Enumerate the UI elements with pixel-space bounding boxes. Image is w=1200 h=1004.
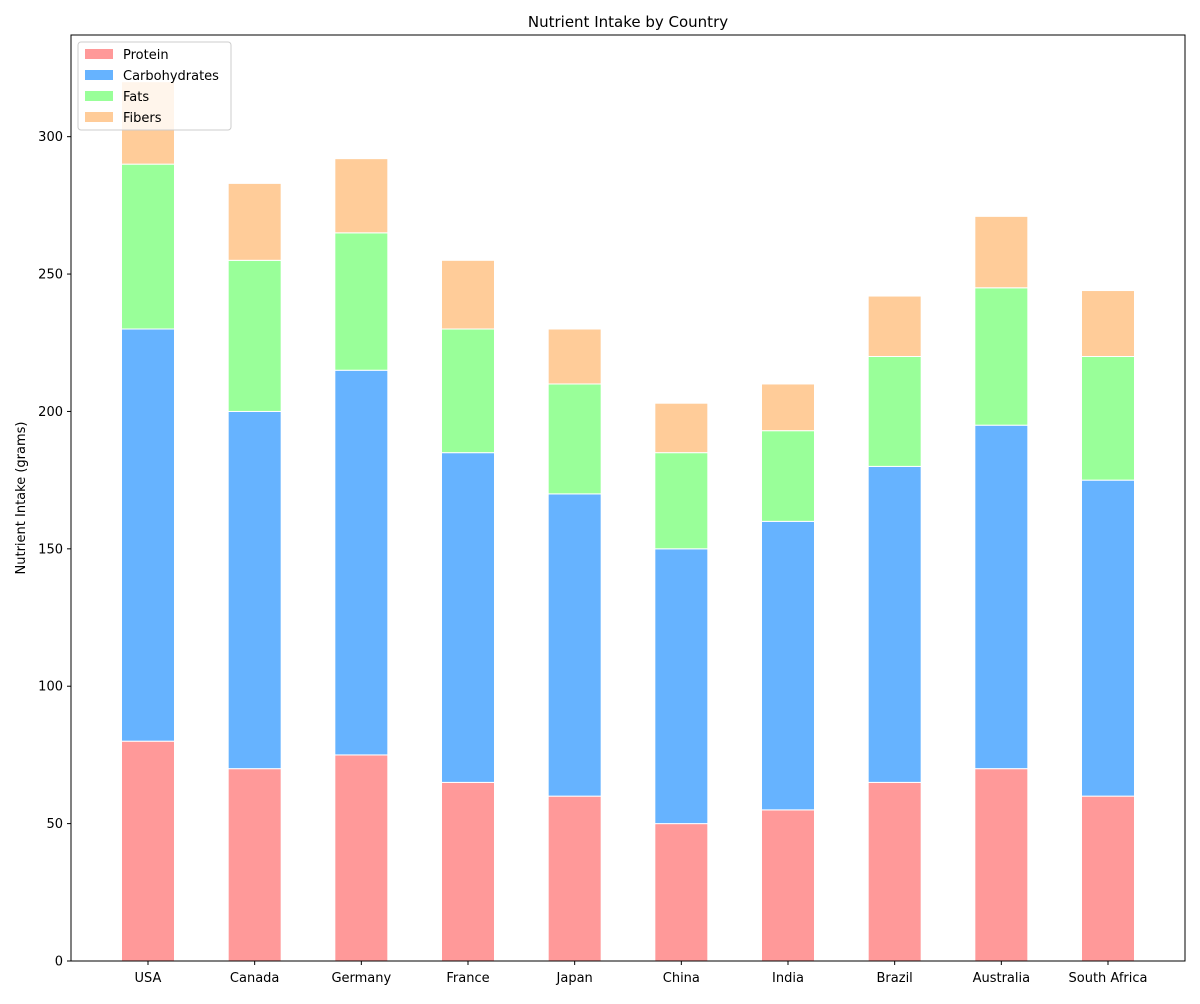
bar-fibers-brazil bbox=[867, 295, 922, 357]
bar-protein-brazil bbox=[867, 781, 922, 962]
bar-protein-france bbox=[441, 781, 495, 962]
bar-fats-france bbox=[441, 328, 495, 454]
bar-fibers-canada bbox=[227, 182, 282, 261]
bar-fats-india bbox=[761, 430, 815, 522]
bar-carbohydrates-germany bbox=[334, 369, 389, 756]
y-tick-label: 200 bbox=[38, 405, 63, 420]
x-tick-label: USA bbox=[135, 971, 162, 986]
legend-label-fats: Fats bbox=[123, 90, 149, 105]
y-tick-label: 50 bbox=[46, 817, 63, 832]
bar-fibers-australia bbox=[974, 215, 1029, 289]
bar-protein-india bbox=[761, 809, 815, 962]
bar-carbohydrates-usa bbox=[121, 328, 175, 742]
bar-fibers-japan bbox=[547, 328, 602, 385]
x-tick-label: China bbox=[663, 971, 700, 986]
bar-protein-germany bbox=[334, 754, 389, 962]
x-tick-label: Germany bbox=[331, 971, 391, 986]
bar-fibers-china bbox=[654, 402, 709, 454]
legend-swatch-fibers bbox=[85, 112, 113, 122]
legend-label-fibers: Fibers bbox=[123, 111, 162, 126]
bar-fibers-south-africa bbox=[1081, 290, 1135, 357]
x-tick-label: Japan bbox=[556, 971, 593, 986]
bar-fats-brazil bbox=[867, 355, 922, 467]
bar-fibers-france bbox=[441, 259, 495, 330]
x-ticks: USA Canada Germany France Japan China India Bra… bbox=[135, 961, 1148, 986]
y-ticks: 0 50 100 150 200 250 300 bbox=[38, 130, 71, 970]
chart-title: Nutrient Intake by Country bbox=[528, 13, 728, 31]
bar-protein-australia bbox=[974, 768, 1029, 962]
bar-fats-usa bbox=[121, 163, 175, 330]
bar-carbohydrates-canada bbox=[227, 410, 282, 770]
bar-protein-usa bbox=[121, 740, 175, 962]
axes-layer bbox=[70, 34, 1186, 962]
y-axis-label: Nutrient Intake (grams) bbox=[14, 422, 29, 575]
x-tick-label: France bbox=[446, 971, 489, 986]
legend-label-protein: Protein bbox=[123, 48, 169, 63]
bars-layer bbox=[121, 81, 1135, 962]
bar-carbohydrates-india bbox=[761, 520, 815, 811]
bar-protein-japan bbox=[547, 795, 602, 962]
bar-carbohydrates-south-africa bbox=[1081, 479, 1135, 797]
x-tick-label: Canada bbox=[230, 971, 279, 986]
bar-carbohydrates-japan bbox=[547, 493, 602, 797]
x-tick-label: Australia bbox=[973, 971, 1031, 986]
bar-carbohydrates-australia bbox=[974, 424, 1029, 770]
bar-carbohydrates-france bbox=[441, 452, 495, 783]
legend-swatch-protein bbox=[85, 49, 113, 59]
legend-label-carbohydrates: Carbohydrates bbox=[123, 69, 219, 84]
bar-fats-germany bbox=[334, 232, 389, 371]
bar-fats-china bbox=[654, 452, 709, 550]
y-tick-label: 0 bbox=[55, 955, 63, 970]
legend: Protein Carbohydrates Fats Fibers bbox=[77, 41, 232, 131]
bar-fibers-germany bbox=[334, 158, 389, 234]
bar-protein-canada bbox=[227, 768, 282, 962]
y-tick-label: 100 bbox=[38, 680, 63, 695]
bar-protein-south-africa bbox=[1081, 795, 1135, 962]
bar-fats-japan bbox=[547, 383, 602, 495]
plot-frame bbox=[70, 34, 1186, 962]
y-tick-label: 250 bbox=[38, 268, 63, 283]
bar-fats-australia bbox=[974, 287, 1029, 426]
x-tick-label: Brazil bbox=[877, 971, 913, 986]
bar-carbohydrates-brazil bbox=[867, 465, 922, 783]
y-tick-label: 300 bbox=[38, 130, 63, 145]
legend-swatch-carbohydrates bbox=[85, 70, 113, 80]
bar-carbohydrates-china bbox=[654, 548, 709, 825]
bar-fats-south-africa bbox=[1081, 355, 1135, 481]
legend-box bbox=[77, 41, 232, 131]
legend-swatch-fats bbox=[85, 91, 113, 101]
bar-protein-china bbox=[654, 823, 709, 962]
bar-fibers-india bbox=[761, 383, 815, 432]
bar-fats-canada bbox=[227, 259, 282, 412]
x-tick-label: South Africa bbox=[1069, 971, 1148, 986]
x-tick-label: India bbox=[772, 971, 804, 986]
y-tick-label: 150 bbox=[38, 542, 63, 557]
